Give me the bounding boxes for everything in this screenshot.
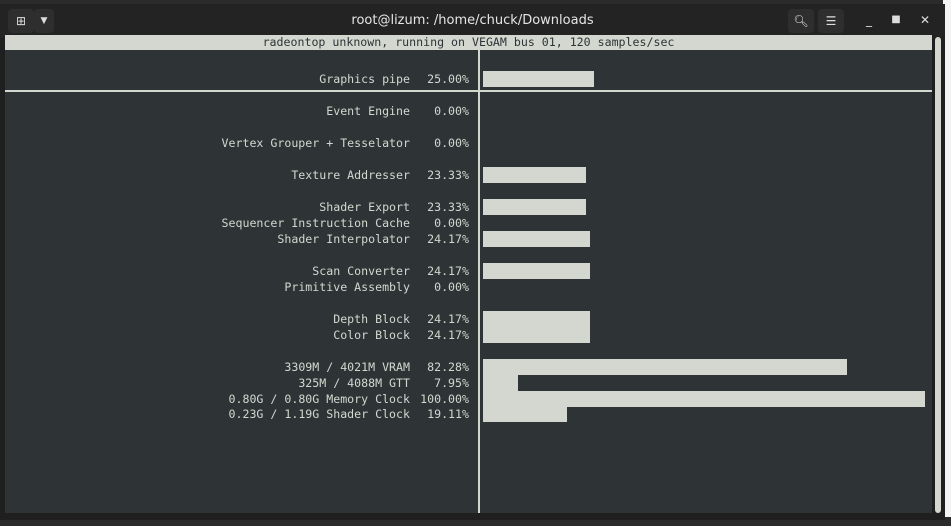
- metric-percent: 82.28%: [427, 360, 469, 374]
- metric-row: Color Block 24.17%: [5, 327, 932, 343]
- metric-label: Sequencer Instruction Cache: [221, 216, 410, 230]
- usage-bar: [483, 327, 590, 343]
- background-window: [943, 0, 951, 526]
- usage-bar: [483, 231, 590, 247]
- metric-row: Event Engine 0.00%: [5, 103, 932, 119]
- metric-row: 3309M / 4021M VRAM 82.28%: [5, 359, 932, 375]
- metric-row: 325M / 4088M GTT 7.95%: [5, 375, 932, 391]
- metric-row: Shader Interpolator 24.17%: [5, 231, 932, 247]
- minimize-icon[interactable]: _: [866, 13, 872, 27]
- metric-label: Color Block: [333, 328, 410, 342]
- metric-percent: 24.17%: [427, 264, 469, 278]
- metric-percent: 25.00%: [427, 72, 469, 86]
- terminal-content[interactable]: radeontop unknown, running on VEGAM bus …: [5, 35, 932, 513]
- metric-percent: 0.00%: [434, 280, 469, 294]
- metric-row: Shader Export 23.33%: [5, 199, 932, 215]
- metric-percent: 0.00%: [434, 104, 469, 118]
- metric-percent: 0.00%: [434, 216, 469, 230]
- window-title: root@lizum: /home/chuck/Downloads: [351, 13, 594, 28]
- metric-row: Scan Converter 24.17%: [5, 263, 932, 279]
- divider: [478, 50, 480, 513]
- metric-percent: 24.17%: [427, 328, 469, 342]
- metric-row: Primitive Assembly 0.00%: [5, 279, 932, 295]
- usage-bar: [483, 311, 590, 327]
- metric-label: Event Engine: [326, 104, 410, 118]
- usage-bar: [483, 406, 568, 422]
- metric-row: 0.23G / 1.19G Shader Clock 19.11%: [5, 406, 932, 422]
- title-bar: ⊞ ▼ root@lizum: /home/chuck/Downloads 🔍︎…: [0, 4, 945, 38]
- metric-label: 325M / 4088M GTT: [298, 376, 410, 390]
- usage-bar: [483, 359, 847, 375]
- metric-row: Graphics pipe 25.00%: [5, 71, 932, 87]
- metric-label: Vertex Grouper + Tesselator: [221, 136, 410, 150]
- metric-percent: 23.33%: [427, 168, 469, 182]
- metric-label: Depth Block: [333, 312, 410, 326]
- metric-label: 3309M / 4021M VRAM: [284, 360, 410, 374]
- metric-row: Sequencer Instruction Cache 0.00%: [5, 215, 932, 231]
- metric-percent: 7.95%: [434, 376, 469, 390]
- metric-row: Depth Block 24.17%: [5, 311, 932, 327]
- background-window: [0, 517, 951, 526]
- metric-row: Texture Addresser 23.33%: [5, 167, 932, 183]
- usage-bar: [483, 71, 594, 87]
- usage-bar: [483, 263, 590, 279]
- metric-label: 0.23G / 1.19G Shader Clock: [228, 407, 410, 421]
- usage-bar: [483, 375, 519, 391]
- metric-label: Shader Export: [319, 200, 410, 214]
- divider: [5, 90, 932, 92]
- search-icon[interactable]: 🔍︎: [788, 9, 814, 33]
- scrollbar[interactable]: [935, 37, 941, 513]
- metric-percent: 23.33%: [427, 200, 469, 214]
- metric-percent: 24.17%: [427, 232, 469, 246]
- metric-label: Shader Interpolator: [277, 232, 410, 246]
- usage-bar: [483, 167, 587, 183]
- metric-percent: 100.00%: [420, 392, 469, 406]
- metric-label: 0.80G / 0.80G Memory Clock: [228, 392, 410, 406]
- metric-row: 0.80G / 0.80G Memory Clock 100.00%: [5, 391, 932, 407]
- metric-row: Vertex Grouper + Tesselator 0.00%: [5, 135, 932, 151]
- metric-percent: 0.00%: [434, 136, 469, 150]
- metric-percent: 19.11%: [427, 407, 469, 421]
- chevron-down-icon[interactable]: ▼: [34, 9, 54, 33]
- metric-label: Scan Converter: [312, 264, 410, 278]
- usage-bar: [483, 199, 587, 215]
- metric-label: Texture Addresser: [291, 168, 410, 182]
- close-icon[interactable]: ✕: [919, 13, 931, 27]
- hamburger-menu-icon[interactable]: ☰: [818, 9, 844, 33]
- usage-bar: [483, 391, 925, 407]
- metric-percent: 24.17%: [427, 312, 469, 326]
- maximize-icon[interactable]: ■: [891, 14, 901, 25]
- new-tab-icon[interactable]: ⊞: [8, 9, 34, 33]
- metric-label: Primitive Assembly: [284, 280, 410, 294]
- radeontop-header: radeontop unknown, running on VEGAM bus …: [5, 35, 932, 50]
- metric-label: Graphics pipe: [319, 72, 410, 86]
